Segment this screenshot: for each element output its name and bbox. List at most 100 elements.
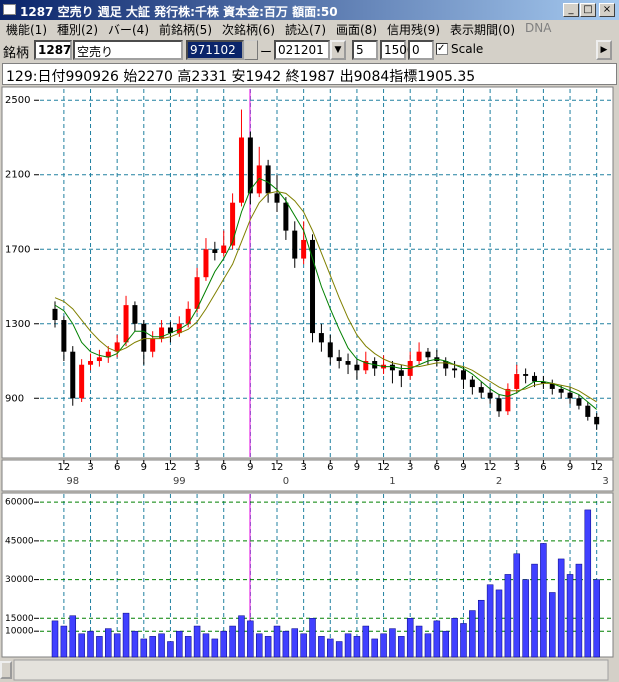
volume-bar [158,633,165,658]
title-bar: 1287 空売り 週足 大証 発行株:千株 資本金:百万 額面:50 [0,0,619,20]
volume-bar [531,563,538,658]
month-label: 12 [484,462,497,473]
year-label: 98 [66,476,79,487]
menu-item[interactable]: 前銘柄(5) [159,23,212,37]
candle-body [150,338,156,352]
param-field[interactable]: 0 [408,40,434,60]
volume-bar [238,615,245,658]
menu-item[interactable]: 読込(7) [285,23,326,37]
menu-item[interactable]: バー(4) [108,23,149,37]
candle-body [132,305,138,324]
volume-bar [60,625,68,658]
param-field[interactable]: 1500 [380,40,415,60]
volume-bar [451,618,458,658]
menu-item[interactable]: 機能(1) [6,23,47,37]
y-tick-label: 45000 [5,536,34,546]
scale-checkbox[interactable]: ✓ [436,43,448,55]
volume-bar [96,636,103,658]
candle-body [425,351,431,358]
y-tick-label: 60000 [5,498,34,508]
range-dash: ー [260,45,273,59]
volume-bar [522,579,529,658]
moving-average [54,177,598,410]
close-button[interactable]: × [599,3,615,17]
candle-body [105,351,111,358]
month-label: 9 [247,462,253,473]
month-label: 6 [327,462,333,473]
month-label: 3 [514,462,520,473]
volume-bar [380,633,387,658]
candle-body [159,327,165,339]
dropdown-button[interactable]: ▼ [330,40,346,60]
menu-item[interactable]: 画面(8) [336,23,377,37]
candle-body [203,249,209,278]
candle-body [540,381,546,384]
year-label: 3 [602,476,608,487]
candle-body [238,137,244,203]
candle-body [576,398,582,406]
volume-bar [69,615,77,658]
month-label: 12 [271,462,284,473]
menu-item[interactable]: 表示期間(0) [450,23,515,37]
month-label: 6 [434,462,440,473]
y-tick-label: 15000 [5,614,34,624]
year-label: 99 [173,476,186,487]
window-title: 1287 空売り 週足 大証 発行株:千株 資本金:百万 額面:50 [20,5,338,19]
candle-body [274,193,280,203]
scroll-area[interactable] [13,659,609,681]
scroll-left[interactable] [0,661,12,679]
candle-body [167,327,173,334]
name-field[interactable]: 空売り [73,40,183,60]
volume-bar [167,641,174,658]
date-panel [1,459,614,492]
volume-bar [211,638,219,658]
moving-average [54,191,597,403]
volume-bar [389,628,396,658]
candle-body [212,249,218,253]
volume-bar [255,633,263,658]
volume-bar [176,630,183,658]
minimize-button[interactable]: _ [563,3,579,17]
param-field[interactable]: 5 [352,40,378,60]
spinner[interactable] [244,40,258,60]
volume-bar [344,633,352,658]
code-field[interactable]: 1287 [34,40,72,60]
month-label: 9 [567,462,573,473]
candle-body [363,361,369,371]
price-panel [1,86,614,459]
candle-body [585,405,591,417]
candle-body [336,357,342,362]
candle-body [194,277,200,309]
volume-bar [184,636,192,658]
month-label: 6 [114,462,120,473]
from-field[interactable]: 971102 [186,40,244,60]
volume-bar [477,599,485,658]
menu-item[interactable]: 次銘柄(6) [222,23,275,37]
candle-body [452,368,458,371]
maximize-button[interactable]: □ [580,3,596,17]
candle-body [247,137,253,194]
month-label: 6 [540,462,546,473]
scroll-right[interactable]: ▶ [596,40,612,60]
menu-item[interactable]: 種別(2) [57,23,98,37]
volume-bar [318,636,325,658]
candle-body [345,361,351,365]
candle-body [292,230,298,259]
candle-body [265,165,271,194]
month-label: 9 [354,462,360,473]
to-field[interactable]: 021201 [274,40,330,60]
volume-bar [442,630,449,658]
menu-item[interactable]: 信用残(9) [387,23,440,37]
candle-body [88,361,94,365]
year-label: 1 [389,476,395,487]
volume-bar [229,625,236,658]
month-label: 12 [590,462,603,473]
candle-body [96,357,102,362]
candle-body [398,370,404,376]
candle-body [523,374,529,376]
y-tick-label: 900 [5,393,24,404]
volume-bar [575,563,583,658]
menu-item[interactable]: DNA [525,21,552,35]
volume-bar [51,620,59,658]
